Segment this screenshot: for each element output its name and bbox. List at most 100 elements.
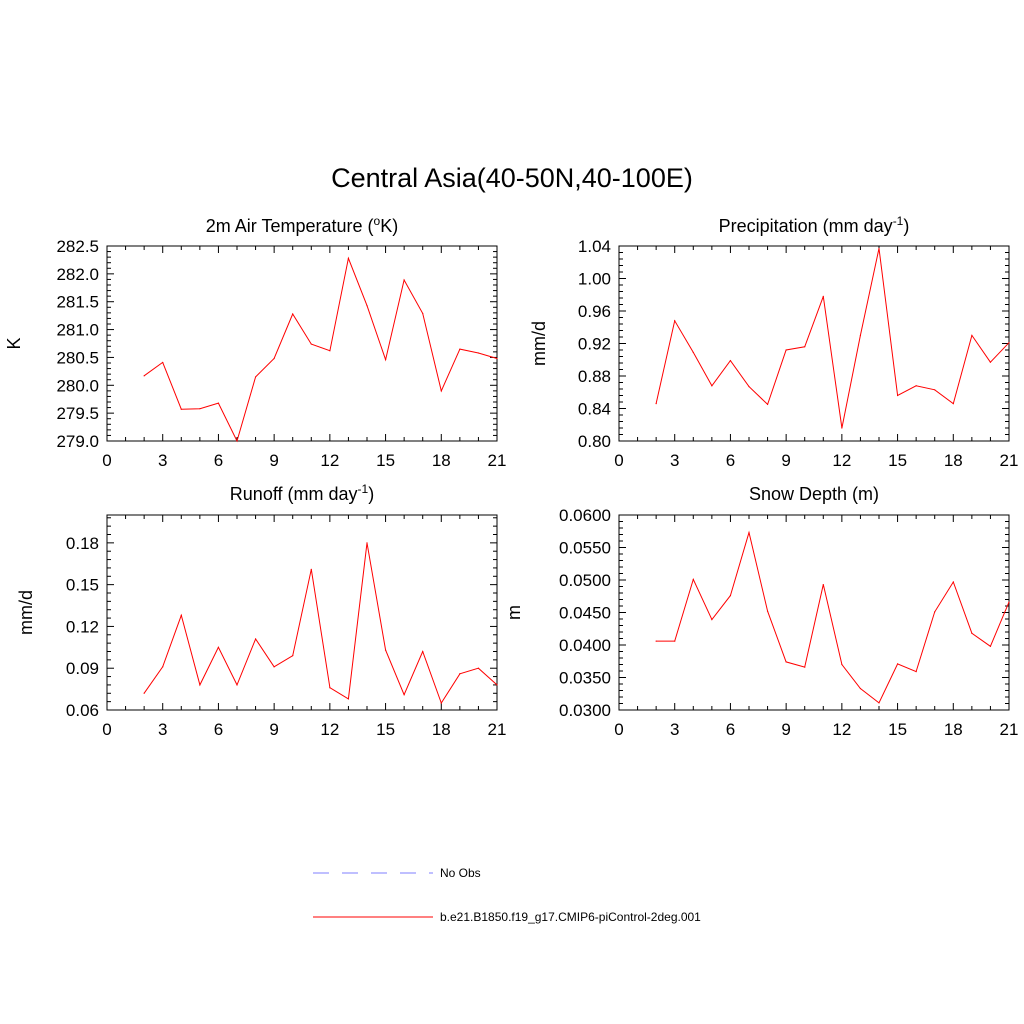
- data-point: [384, 359, 387, 361]
- y-tick-label: 0.0500: [559, 571, 611, 590]
- data-point: [766, 610, 769, 612]
- panel-title: 2m Air Temperature (oK): [206, 214, 398, 236]
- x-tick-label: 18: [432, 720, 451, 739]
- panel-air-temperature: 0 3 6 9 12 15 18 21 279.0 279.5 280.0 280.5 281.0 281…: [4, 214, 506, 470]
- plot-frame: [618, 514, 1010, 711]
- x-tick-label: 3: [670, 451, 679, 470]
- x-tick-label: 18: [432, 451, 451, 470]
- data-point: [971, 334, 973, 336]
- x-tick-label: 21: [488, 451, 507, 470]
- data-point: [310, 343, 312, 345]
- data-point: [1008, 601, 1010, 603]
- data-point: [292, 655, 294, 657]
- data-point: [496, 357, 498, 360]
- data-point: [459, 673, 461, 675]
- x-tick-label: 12: [320, 451, 339, 470]
- data-point: [915, 671, 917, 673]
- data-point: [674, 640, 676, 642]
- x-tick-label: 6: [214, 451, 223, 470]
- x-tick-label: 15: [376, 720, 395, 739]
- data-point: [729, 359, 732, 362]
- panel-snow-depth: 0 3 6 9 12 15 18 21 0.0300 0.0350 0.0400 0.0450 0.05…: [504, 484, 1018, 739]
- data-point: [422, 312, 424, 315]
- series-line: [143, 542, 498, 705]
- data-point: [180, 408, 182, 410]
- series-line: [655, 248, 1010, 429]
- data-point: [785, 349, 787, 351]
- data-point: [841, 663, 843, 666]
- data-point: [236, 440, 238, 442]
- y-tick-label: 0.92: [578, 335, 611, 354]
- data-point: [841, 427, 843, 429]
- data-point: [347, 257, 350, 259]
- data-point: [217, 402, 220, 404]
- y-tick-label: 0.84: [578, 400, 611, 419]
- y-tick-label: 0.0350: [559, 669, 611, 688]
- legend-obs-label: No Obs: [440, 866, 481, 880]
- x-tick-label: 15: [376, 451, 395, 470]
- data-point: [655, 640, 657, 642]
- legend: No Obs b.e21.B1850.f19_g17.CMIP6-piContr…: [313, 866, 701, 924]
- y-tick-label: 279.5: [56, 404, 99, 423]
- data-point: [477, 667, 480, 669]
- panel-title: Runoff (mm day-1): [230, 482, 374, 504]
- data-point: [859, 687, 862, 690]
- panel-runoff: 0 3 6 9 12 15 18 21 0.06 0.09 0.12 0.15 0.18 Runoff (…: [16, 482, 506, 739]
- x-tick-label: 6: [726, 451, 735, 470]
- y-tick-label: 282.0: [56, 265, 99, 284]
- data-point: [989, 645, 992, 647]
- y-tick-label: 1.04: [578, 237, 611, 256]
- x-tick-label: 21: [1000, 451, 1019, 470]
- y-tick-label: 0.06: [66, 701, 99, 720]
- data-point: [748, 385, 750, 388]
- data-point: [199, 684, 201, 686]
- y-tick-label: 0.0550: [559, 539, 611, 558]
- data-point: [729, 595, 732, 597]
- data-point: [180, 614, 182, 616]
- data-point: [310, 568, 312, 570]
- data-point: [711, 385, 713, 387]
- data-point: [766, 403, 769, 406]
- data-point: [273, 666, 275, 668]
- data-point: [692, 578, 694, 580]
- data-point: [329, 687, 331, 689]
- y-tick-label: 1.00: [578, 270, 611, 289]
- data-point: [934, 389, 936, 391]
- y-tick-label: 0.18: [66, 534, 99, 553]
- x-tick-label: 9: [781, 451, 790, 470]
- x-tick-label: 12: [832, 451, 851, 470]
- y-axis-label: mm/d: [16, 590, 36, 635]
- data-point: [403, 279, 405, 281]
- x-tick-label: 0: [614, 720, 623, 739]
- y-axis-label: m: [504, 605, 524, 620]
- x-tick-label: 6: [214, 720, 223, 739]
- y-tick-label: 280.5: [56, 348, 99, 367]
- x-tick-label: 3: [670, 720, 679, 739]
- data-point: [477, 352, 480, 354]
- data-point: [162, 361, 164, 364]
- data-point: [347, 698, 350, 700]
- data-point: [496, 684, 498, 686]
- data-point: [971, 632, 973, 634]
- y-tick-label: 281.0: [56, 321, 99, 340]
- x-tick-label: 9: [269, 451, 278, 470]
- data-point: [692, 351, 694, 354]
- y-axis-label: K: [4, 337, 24, 349]
- y-tick-label: 0.0300: [559, 701, 611, 720]
- data-point: [366, 305, 368, 307]
- legend-model-label: b.e21.B1850.f19_g17.CMIP6-piControl-2deg…: [440, 910, 701, 924]
- figure-title: Central Asia(40-50N,40-100E): [331, 163, 693, 193]
- data-point: [1008, 342, 1010, 344]
- x-tick-label: 0: [102, 720, 111, 739]
- data-point: [915, 385, 917, 387]
- data-point: [896, 394, 899, 397]
- data-point: [896, 663, 899, 665]
- y-tick-label: 0.12: [66, 617, 99, 636]
- y-tick-label: 0.0600: [559, 506, 611, 525]
- x-tick-label: 9: [781, 720, 790, 739]
- data-point: [143, 692, 145, 694]
- data-point: [804, 666, 806, 668]
- x-tick-label: 18: [944, 720, 963, 739]
- data-point: [878, 702, 880, 704]
